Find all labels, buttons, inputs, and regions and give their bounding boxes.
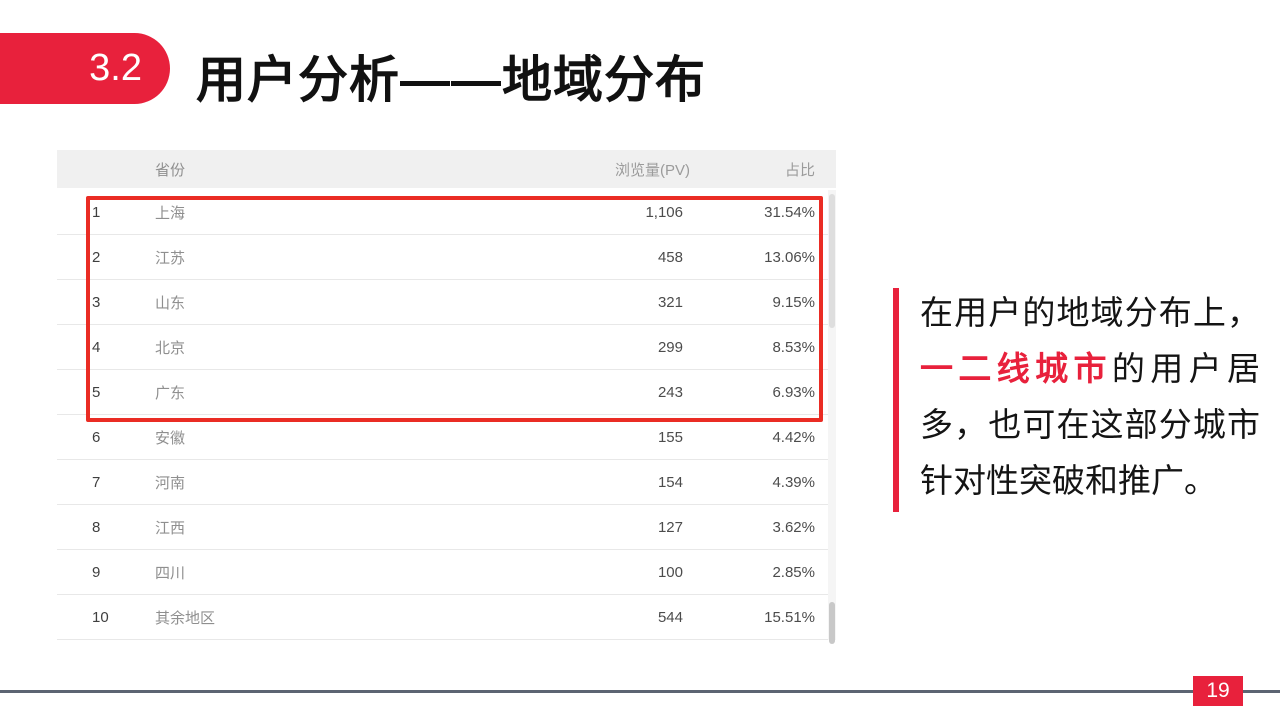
cell-share: 8.53% [772, 338, 815, 356]
cell-share: 6.93% [772, 383, 815, 401]
table-row: 5 广东 243 6.93% [57, 370, 828, 415]
table-row: 7 河南 154 4.39% [57, 460, 828, 505]
cell-province: 上海 [155, 204, 186, 222]
cell-share: 9.15% [772, 293, 815, 311]
note-accent-bar [893, 288, 899, 512]
scrollbar-thumb[interactable] [829, 194, 835, 328]
cell-rank: 4 [92, 338, 101, 356]
cell-rank: 2 [92, 248, 101, 266]
cell-rank: 10 [92, 608, 109, 626]
table-row: 3 山东 321 9.15% [57, 280, 828, 325]
note-highlight: 一二线城市 [920, 350, 1112, 387]
cell-pageviews: 243 [657, 383, 683, 401]
cell-share: 3.62% [772, 518, 815, 536]
header-pageviews: 浏览量(PV) [614, 161, 690, 179]
cell-pageviews: 299 [657, 338, 683, 356]
page-number-badge: 19 [1193, 676, 1243, 706]
cell-pageviews: 1,106 [645, 203, 683, 221]
cell-province: 安徽 [155, 429, 186, 447]
cell-share: 4.42% [772, 428, 815, 446]
header-share: 占比 [784, 161, 815, 179]
cell-rank: 3 [92, 293, 101, 311]
table-row: 8 江西 127 3.62% [57, 505, 828, 550]
cell-rank: 8 [92, 518, 101, 536]
cell-province: 河南 [155, 474, 186, 492]
cell-pageviews: 154 [657, 473, 683, 491]
table-row: 2 江苏 458 13.06% [57, 235, 828, 280]
cell-pageviews: 100 [657, 563, 683, 581]
page-number: 19 [1206, 679, 1230, 702]
cell-share: 4.39% [772, 473, 815, 491]
cell-pageviews: 544 [657, 608, 683, 626]
cell-pageviews: 127 [657, 518, 683, 536]
cell-rank: 5 [92, 383, 101, 401]
cell-rank: 9 [92, 563, 101, 581]
cell-province: 四川 [155, 564, 186, 582]
header-province: 省份 [155, 161, 186, 179]
cell-share: 13.06% [764, 248, 815, 266]
cell-share: 15.51% [764, 608, 815, 626]
cell-province: 广东 [155, 384, 186, 402]
region-table: 省份 浏览量(PV) 占比 1 上海 1,106 31.54% 2 江苏 458… [57, 150, 836, 640]
section-number: 3.2 [89, 47, 142, 89]
table-row: 4 北京 299 8.53% [57, 325, 828, 370]
table-row: 6 安徽 155 4.42% [57, 415, 828, 460]
table-row: 1 上海 1,106 31.54% [57, 190, 828, 235]
cell-province: 江西 [155, 519, 186, 537]
cell-province: 北京 [155, 339, 186, 357]
table-header-row: 省份 浏览量(PV) 占比 [57, 150, 836, 188]
cell-province: 山东 [155, 294, 186, 312]
page-title: 用户分析——地域分布 [196, 52, 706, 108]
cell-share: 2.85% [772, 563, 815, 581]
footer-divider-line [0, 690, 1280, 693]
cell-rank: 6 [92, 428, 101, 446]
cell-province: 江苏 [155, 249, 186, 267]
cell-pageviews: 155 [657, 428, 683, 446]
cell-pageviews: 321 [657, 293, 683, 311]
cell-rank: 7 [92, 473, 101, 491]
cell-rank: 1 [92, 203, 101, 221]
note-suffix: 的用户居多，也可在这部分城市针对性突破和推广。 [920, 350, 1260, 499]
section-number-badge: 3.2 [0, 33, 170, 104]
scrollbar-track [828, 190, 836, 640]
cell-share: 31.54% [764, 203, 815, 221]
table-row: 10 其余地区 544 15.51% [57, 595, 828, 640]
cell-pageviews: 458 [657, 248, 683, 266]
note-text: 在用户的地域分布上， 一二线城市的用户居多，也可在这部分城市针对性突破和推广。 [920, 285, 1260, 509]
note-prefix: 在用户的地域分布上， [920, 294, 1260, 331]
table-body: 1 上海 1,106 31.54% 2 江苏 458 13.06% 3 山东 3… [57, 190, 828, 640]
table-row: 9 四川 100 2.85% [57, 550, 828, 595]
cell-province: 其余地区 [155, 609, 216, 627]
scrollbar-bottom-segment [829, 602, 835, 644]
